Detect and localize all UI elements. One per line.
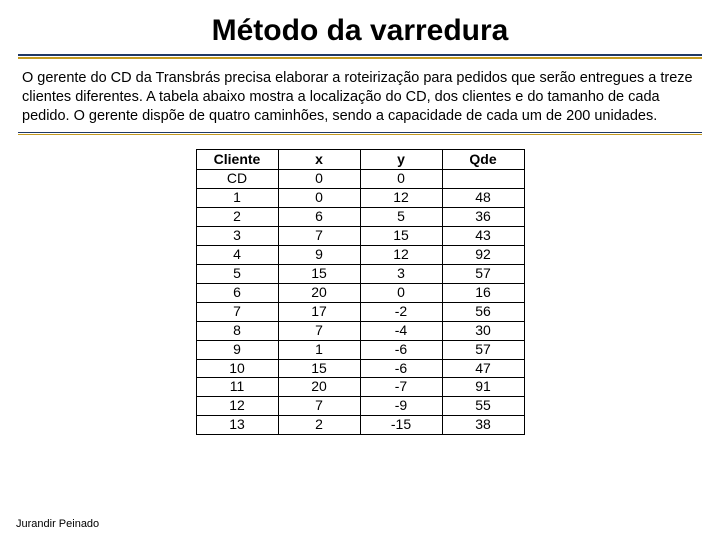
table-cell: CD <box>196 170 278 189</box>
table-cell: 55 <box>442 397 524 416</box>
table-cell: 30 <box>442 321 524 340</box>
table-row: 1120-791 <box>196 378 524 397</box>
table-cell: 6 <box>278 208 360 227</box>
table-row: CD00 <box>196 170 524 189</box>
table-cell: 7 <box>278 321 360 340</box>
table-cell: 9 <box>196 340 278 359</box>
table-cell: -4 <box>360 321 442 340</box>
col-header-cliente: Cliente <box>196 149 278 170</box>
table-cell: 1 <box>278 340 360 359</box>
table-cell: 5 <box>196 264 278 283</box>
table-cell: 57 <box>442 340 524 359</box>
table-cell: -6 <box>360 340 442 359</box>
table-cell: 2 <box>278 416 360 435</box>
table-cell: 20 <box>278 283 360 302</box>
table-cell: 2 <box>196 208 278 227</box>
table-cell: 15 <box>278 359 360 378</box>
table-body: CD00101248265363715434912925153576200167… <box>196 170 524 435</box>
table-cell: 36 <box>442 208 524 227</box>
table-cell: 16 <box>442 283 524 302</box>
table-cell: 8 <box>196 321 278 340</box>
table-cell: 0 <box>360 283 442 302</box>
table-cell: 5 <box>360 208 442 227</box>
table-row: 515357 <box>196 264 524 283</box>
col-header-qde: Qde <box>442 149 524 170</box>
divider-gold-thin <box>18 134 702 135</box>
table-cell: 13 <box>196 416 278 435</box>
divider-navy-top <box>18 54 702 56</box>
col-header-y: y <box>360 149 442 170</box>
table-cell: 3 <box>360 264 442 283</box>
table-cell: 91 <box>442 378 524 397</box>
table-cell: 0 <box>278 189 360 208</box>
table-row: 132-1538 <box>196 416 524 435</box>
table-cell: 20 <box>278 378 360 397</box>
table-cell: 1 <box>196 189 278 208</box>
table-cell: -9 <box>360 397 442 416</box>
col-header-x: x <box>278 149 360 170</box>
table-cell: 7 <box>196 302 278 321</box>
table-cell: 10 <box>196 359 278 378</box>
table-cell: 43 <box>442 227 524 246</box>
table-row: 620016 <box>196 283 524 302</box>
table-cell: -2 <box>360 302 442 321</box>
table-row: 1015-647 <box>196 359 524 378</box>
table-cell: 7 <box>278 397 360 416</box>
table-cell: 4 <box>196 246 278 265</box>
table-cell: 6 <box>196 283 278 302</box>
table-row: 87-430 <box>196 321 524 340</box>
table-cell: 56 <box>442 302 524 321</box>
table-row: 371543 <box>196 227 524 246</box>
table-cell: 92 <box>442 246 524 265</box>
footer-author: Jurandir Peinado <box>16 518 99 530</box>
table-cell: -15 <box>360 416 442 435</box>
table-cell: 11 <box>196 378 278 397</box>
table-cell: 15 <box>278 264 360 283</box>
table-cell: 3 <box>196 227 278 246</box>
table-container: Cliente x y Qde CD0010124826536371543491… <box>0 149 720 436</box>
table-cell <box>442 170 524 189</box>
table-cell: 0 <box>278 170 360 189</box>
table-cell: -6 <box>360 359 442 378</box>
table-cell: 17 <box>278 302 360 321</box>
table-row: 127-955 <box>196 397 524 416</box>
table-cell: 7 <box>278 227 360 246</box>
table-cell: 12 <box>360 246 442 265</box>
data-table: Cliente x y Qde CD0010124826536371543491… <box>196 149 525 436</box>
table-cell: 48 <box>442 189 524 208</box>
table-cell: 0 <box>360 170 442 189</box>
table-header-row: Cliente x y Qde <box>196 149 524 170</box>
table-row: 91-657 <box>196 340 524 359</box>
table-cell: -7 <box>360 378 442 397</box>
table-cell: 57 <box>442 264 524 283</box>
divider-gold-top <box>18 57 702 59</box>
table-cell: 15 <box>360 227 442 246</box>
table-cell: 12 <box>196 397 278 416</box>
table-cell: 47 <box>442 359 524 378</box>
table-row: 101248 <box>196 189 524 208</box>
table-cell: 9 <box>278 246 360 265</box>
table-row: 491292 <box>196 246 524 265</box>
table-cell: 38 <box>442 416 524 435</box>
description-text: O gerente do CD da Transbrás precisa ela… <box>22 69 698 126</box>
divider-navy-thin <box>18 132 702 133</box>
page-title: Método da varredura <box>0 0 720 54</box>
table-cell: 12 <box>360 189 442 208</box>
table-row: 26536 <box>196 208 524 227</box>
table-row: 717-256 <box>196 302 524 321</box>
